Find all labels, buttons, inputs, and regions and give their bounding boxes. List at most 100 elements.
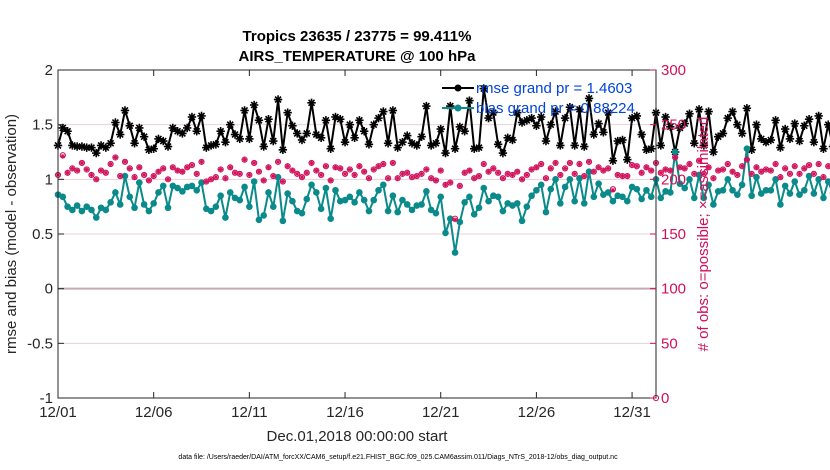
bias-point (824, 178, 830, 185)
rmse-point (723, 113, 732, 123)
rmse-point (163, 142, 173, 151)
bias-point (155, 189, 162, 196)
bias-point (308, 181, 315, 189)
marker-stroke (807, 163, 812, 168)
bias-point (734, 191, 741, 198)
bias-point (791, 178, 799, 185)
rmse-point (431, 139, 441, 148)
marker-stroke (666, 123, 674, 131)
bias-point (179, 188, 186, 195)
marker-stroke (599, 128, 607, 136)
marker-stroke (175, 168, 180, 173)
bias-point (595, 180, 602, 188)
obs-possible-point (782, 165, 789, 172)
x-tick-label: 12/26 (518, 404, 556, 421)
bias-point (269, 203, 277, 210)
bias-point (332, 186, 339, 194)
marker-stroke (279, 146, 287, 154)
marker-stroke (365, 140, 373, 148)
rmse-point (752, 120, 761, 129)
obs-assimilated-point (629, 162, 635, 168)
obs-possible-point (150, 172, 157, 180)
marker-stroke (778, 175, 783, 180)
marker-stroke (486, 169, 491, 174)
obs-possible-point (485, 168, 492, 175)
obs-possible-point (102, 169, 109, 176)
marker-stroke (441, 149, 450, 157)
marker-stroke (566, 103, 574, 111)
marker-stroke (217, 127, 225, 135)
obs-assimilated-point (270, 173, 276, 179)
marker-stroke (776, 144, 784, 152)
rmse-point (321, 116, 331, 125)
marker-stroke (633, 112, 641, 120)
marker-stroke (161, 166, 166, 171)
rmse-point (393, 143, 402, 152)
marker-stroke (351, 134, 359, 142)
obs-possible-point (270, 172, 277, 180)
marker-stroke (795, 137, 804, 145)
marker-stroke (539, 161, 544, 167)
obs-assimilated-point (734, 172, 740, 178)
bias-point (667, 189, 674, 196)
rmse-point (312, 130, 321, 139)
obs-assimilated-point (730, 169, 735, 175)
rmse-point (235, 134, 244, 144)
obs-assimilated-point (816, 161, 822, 167)
marker-stroke (508, 136, 517, 144)
marker-stroke (122, 159, 128, 164)
obs-possible-point (767, 167, 774, 174)
rmse-point (498, 148, 508, 158)
marker-stroke (145, 146, 153, 154)
obs-assimilated-point (610, 187, 616, 193)
marker-stroke (582, 174, 587, 179)
bias-point (389, 192, 397, 200)
obs-possible-point (164, 176, 172, 183)
marker-stroke (513, 109, 521, 117)
bias-point (475, 204, 483, 212)
obs-assimilated-point (797, 171, 802, 177)
marker-stroke (255, 116, 263, 124)
marker-stroke (673, 155, 678, 160)
obs-possible-point (361, 168, 368, 175)
marker-stroke (800, 122, 808, 130)
bias-point (313, 189, 320, 196)
marker-stroke (247, 172, 252, 178)
bias-point (399, 196, 406, 204)
marker-stroke (534, 165, 539, 170)
bias-point (633, 185, 641, 193)
rmse-point (125, 121, 134, 130)
obs-possible-point (289, 167, 296, 174)
obs-possible-point (236, 170, 243, 177)
obs-possible-point (509, 171, 516, 179)
obs-assimilated-point (318, 172, 324, 178)
marker-stroke (586, 159, 592, 164)
rmse-point (637, 130, 646, 139)
marker-stroke (199, 159, 204, 164)
marker-stroke (500, 176, 505, 181)
rmse-point (608, 156, 618, 165)
marker-stroke (752, 121, 760, 129)
rmse-point (87, 143, 96, 152)
obs-possible-point (499, 175, 507, 182)
marker-stroke (140, 133, 148, 141)
marker-stroke (346, 121, 354, 129)
marker-stroke (236, 135, 244, 143)
bias-point (710, 201, 717, 208)
rmse-point (790, 119, 799, 128)
bias-point (360, 196, 368, 204)
obs-assimilated-point (572, 171, 578, 177)
marker-stroke (783, 166, 788, 171)
bias-point (59, 193, 67, 201)
marker-stroke (389, 106, 397, 114)
bias-point (193, 186, 201, 194)
marker-stroke (805, 115, 813, 123)
marker-stroke (467, 168, 472, 173)
obs-possible-point (777, 174, 784, 181)
obs-assimilated-point (581, 173, 587, 179)
bias-point (298, 209, 306, 217)
rmse-point (632, 111, 642, 121)
obs-assimilated-point (481, 161, 487, 167)
bias-point (442, 229, 449, 237)
rmse-point (814, 111, 823, 121)
